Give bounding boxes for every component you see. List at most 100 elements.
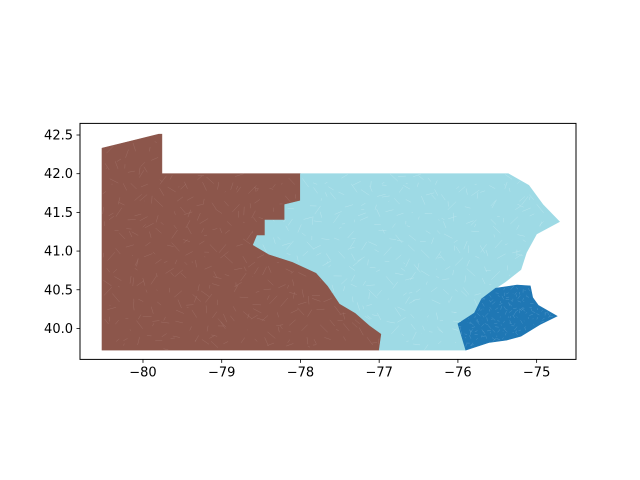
precinct-line xyxy=(112,293,120,303)
y-tick-label: 40.0 xyxy=(44,322,73,337)
precinct-line xyxy=(326,253,331,261)
precinct-line xyxy=(102,206,104,215)
precinct-line xyxy=(367,259,369,266)
precinct-line xyxy=(481,329,484,333)
precinct-line xyxy=(354,319,360,324)
precinct-line xyxy=(272,184,276,188)
precinct-line xyxy=(289,319,296,326)
y-tick-label: 42.0 xyxy=(44,167,73,182)
precinct-line xyxy=(295,194,296,199)
precinct-line xyxy=(312,245,321,250)
precinct-line xyxy=(417,182,419,187)
precinct-line xyxy=(491,301,496,305)
precinct-line xyxy=(377,312,382,321)
precinct-line xyxy=(470,344,474,346)
precinct-line xyxy=(368,289,378,299)
precinct-line xyxy=(374,204,377,210)
precinct-line xyxy=(376,209,381,217)
precinct-line xyxy=(522,239,526,242)
precinct-line xyxy=(516,316,518,318)
precinct-line xyxy=(439,254,445,261)
x-tick-label: −80 xyxy=(129,365,156,380)
precinct-line xyxy=(233,284,239,293)
precinct-line xyxy=(351,322,358,328)
precinct-line xyxy=(435,180,438,185)
precinct-line xyxy=(371,342,378,344)
precinct-line xyxy=(247,313,250,319)
precinct-line xyxy=(352,181,361,186)
precinct-line xyxy=(351,253,356,261)
precinct-line xyxy=(287,285,289,289)
precinct-line xyxy=(149,231,152,238)
precinct-line xyxy=(287,339,291,343)
precinct-line xyxy=(385,209,394,212)
precinct-line xyxy=(243,266,247,272)
precinct-line xyxy=(171,242,180,252)
precinct-line xyxy=(352,296,354,303)
precinct-line xyxy=(471,326,476,328)
precinct-line xyxy=(421,195,426,205)
precinct-line xyxy=(515,294,517,297)
precinct-line xyxy=(313,339,317,344)
precinct-line xyxy=(328,186,334,191)
precinct-line xyxy=(180,183,187,190)
precinct-line xyxy=(280,297,289,307)
precinct-line xyxy=(372,314,378,317)
precinct-line xyxy=(297,307,305,316)
precinct-line xyxy=(418,175,424,180)
precinct-line xyxy=(510,216,518,225)
precinct-line xyxy=(151,306,154,314)
precinct-line xyxy=(197,175,203,181)
precinct-line xyxy=(269,188,274,190)
precinct-line xyxy=(106,268,110,273)
precinct-line xyxy=(239,296,249,298)
precinct-line xyxy=(481,298,486,300)
precinct-line xyxy=(160,222,164,225)
precinct-line xyxy=(497,320,500,322)
precinct-line xyxy=(368,292,370,300)
precinct-line xyxy=(478,323,480,325)
precinct-line xyxy=(392,223,396,228)
precinct-line xyxy=(469,335,472,339)
precinct-line xyxy=(204,265,212,270)
precinct-line xyxy=(183,239,188,244)
precinct-line xyxy=(479,245,485,254)
precinct-line xyxy=(212,228,218,230)
precinct-line xyxy=(498,303,503,306)
precinct-line xyxy=(206,176,214,184)
precinct-line xyxy=(286,343,294,347)
precinct-line xyxy=(262,244,267,253)
precinct-line xyxy=(441,217,445,220)
precinct-line xyxy=(528,317,529,319)
precinct-line xyxy=(242,238,251,245)
precinct-line xyxy=(489,295,492,298)
precinct-line xyxy=(464,337,467,339)
precinct-line xyxy=(210,341,219,348)
precinct-line xyxy=(510,299,513,303)
precinct-line xyxy=(107,307,117,310)
precinct-line xyxy=(191,309,197,318)
precinct-line xyxy=(235,173,244,177)
precinct-line xyxy=(205,305,207,314)
precinct-line xyxy=(369,185,373,192)
precinct-line xyxy=(306,241,314,250)
precinct-line xyxy=(213,271,218,279)
precinct-line xyxy=(491,271,501,280)
precinct-line xyxy=(476,338,478,340)
precinct-line xyxy=(334,211,342,215)
precinct-line xyxy=(150,275,157,285)
precinct-line xyxy=(497,253,506,259)
precinct-line xyxy=(341,278,348,285)
precinct-line xyxy=(323,298,332,302)
precinct-line xyxy=(105,167,108,169)
precinct-line xyxy=(508,286,510,288)
precinct-line xyxy=(475,256,480,259)
precinct-line xyxy=(203,234,208,237)
precinct-line xyxy=(474,183,477,185)
precinct-line xyxy=(454,257,464,266)
precinct-line xyxy=(249,203,251,209)
precinct-line xyxy=(453,239,458,243)
precinct-line xyxy=(306,337,309,345)
precinct-line xyxy=(197,212,201,221)
precinct-line xyxy=(258,217,263,219)
